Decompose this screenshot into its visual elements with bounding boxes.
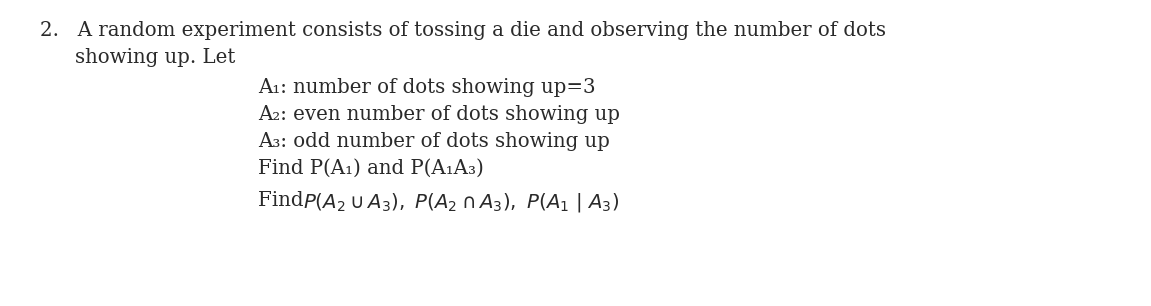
Text: Find P(A₁) and P(A₁A₃): Find P(A₁) and P(A₁A₃) xyxy=(258,159,483,178)
Text: A₂: even number of dots showing up: A₂: even number of dots showing up xyxy=(258,105,620,124)
Text: Find: Find xyxy=(258,191,310,210)
Text: 2.   A random experiment consists of tossing a die and observing the number of d: 2. A random experiment consists of tossi… xyxy=(40,21,886,40)
Text: A₃: odd number of dots showing up: A₃: odd number of dots showing up xyxy=(258,132,610,151)
Text: $P(A_2 \cup A_3),\ P(A_2 \cap A_3),\ P(A_1\ |\ A_3)$: $P(A_2 \cup A_3),\ P(A_2 \cap A_3),\ P(A… xyxy=(303,191,619,214)
Text: showing up. Let: showing up. Let xyxy=(75,48,235,67)
Text: A₁: number of dots showing up=3: A₁: number of dots showing up=3 xyxy=(258,78,595,97)
